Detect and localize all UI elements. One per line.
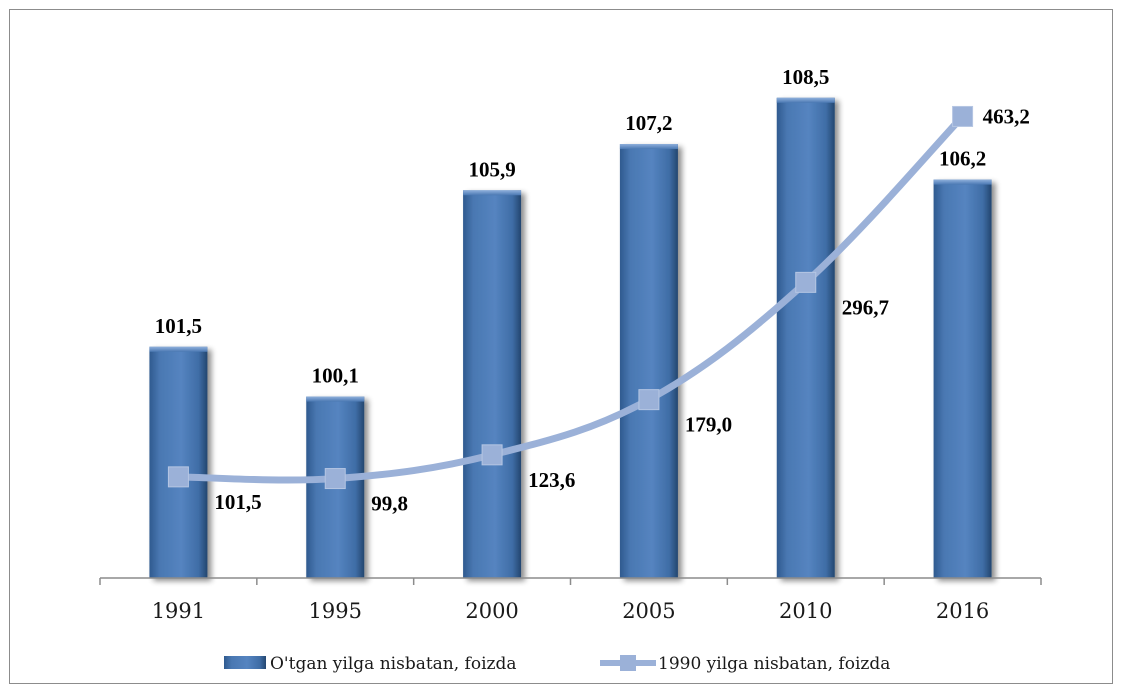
bar-cap (933, 179, 992, 185)
line-marker-2016 (952, 105, 974, 127)
legend: O'tgan yilga nisbatan, foizda 1990 yilga … (224, 654, 890, 674)
bars-layer (149, 97, 992, 579)
bar-cap (776, 97, 835, 103)
labels-layer: 101,5 100,1 105,9 107,2 108,5 106,2 101,5 99,8 1… (155, 65, 1030, 516)
legend-item-bar: O'tgan yilga nisbatan, foizda (224, 654, 517, 674)
line-marker-1991 (167, 466, 189, 488)
bar-2000 (463, 190, 522, 578)
bar-body (149, 346, 208, 578)
x-tick-label: 2000 (465, 599, 518, 623)
bar-value-label: 108,5 (782, 65, 829, 89)
bar-2005 (619, 144, 678, 578)
bar-2016 (933, 179, 992, 578)
line-layer (167, 105, 974, 490)
bar-cap (306, 396, 365, 402)
bar-cap (619, 144, 678, 150)
x-tick-label: 1995 (309, 599, 362, 623)
legend-bar-swatch (224, 656, 266, 669)
x-axis: 1991 1995 2000 2005 2010 2016 (99, 577, 1042, 623)
line-marker-1995 (324, 468, 346, 490)
line-value-label: 296,7 (842, 295, 889, 319)
x-tick-label: 2005 (622, 599, 675, 623)
bar-cap (463, 190, 522, 196)
bar-1991 (149, 346, 208, 578)
bar-value-label: 101,5 (155, 314, 202, 338)
x-tick-label: 2016 (936, 599, 989, 623)
legend-bar-label: O'tgan yilga nisbatan, foizda (270, 654, 517, 674)
line-marker-2000 (481, 444, 503, 466)
line-value-label: 99,8 (371, 492, 408, 516)
x-tick-label: 2010 (779, 599, 832, 623)
line-marker-2010 (795, 271, 817, 293)
bar-body (619, 144, 678, 578)
bar-body (933, 179, 992, 578)
bar-body (463, 190, 522, 578)
bar-value-label: 107,2 (625, 111, 672, 135)
line-value-label: 101,5 (214, 490, 261, 514)
legend-line-label: 1990 yilga nisbatan, foizda (658, 654, 890, 674)
line-value-label: 123,6 (528, 468, 575, 492)
legend-line-marker (620, 655, 636, 671)
bar-value-label: 106,2 (939, 147, 986, 171)
bar-cap (149, 346, 208, 352)
bar-2010 (776, 97, 835, 579)
legend-item-line: 1990 yilga nisbatan, foizda (600, 654, 890, 674)
bar-value-label: 105,9 (468, 157, 515, 181)
line-value-label: 179,0 (685, 413, 732, 437)
x-tick-label: 1991 (152, 599, 205, 623)
line-value-label: 463,2 (983, 104, 1030, 128)
line-marker-2005 (638, 389, 660, 411)
bar-value-label: 100,1 (312, 364, 359, 388)
bar-body (776, 97, 835, 579)
